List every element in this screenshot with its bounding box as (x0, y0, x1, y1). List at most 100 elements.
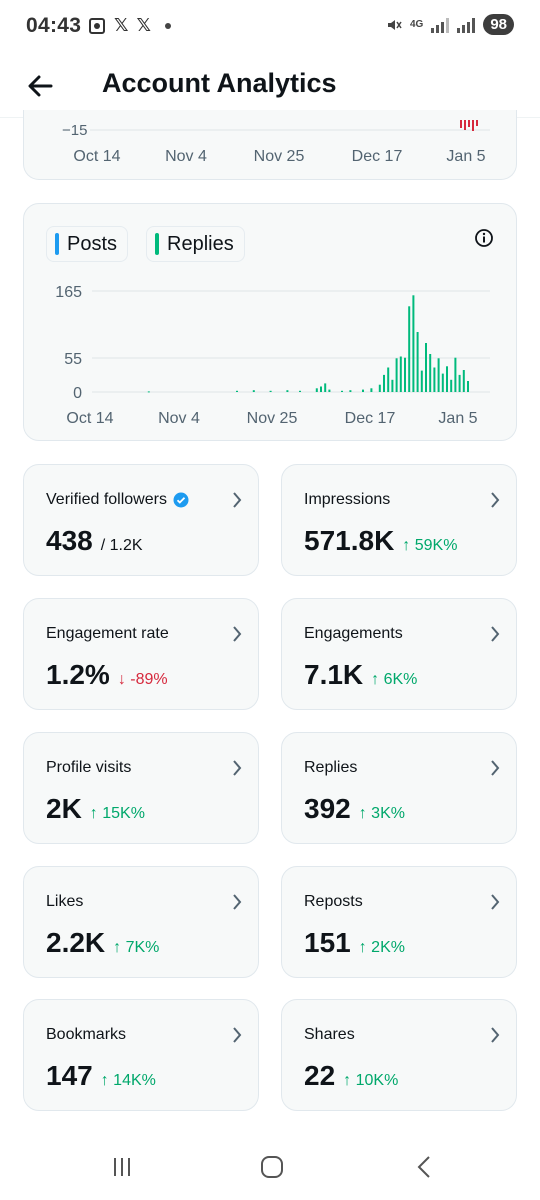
metric-value-row: 7.1K ↑ 6K% (304, 659, 417, 691)
metric-label-text: Verified followers (46, 491, 167, 508)
reply-bar (412, 295, 415, 392)
metric-tile-profile-visits[interactable]: Profile visits 2K ↑ 15K% (23, 732, 259, 844)
reply-bar (391, 379, 394, 392)
metric-value: 2.2K (46, 927, 106, 958)
metric-value: 1.2% (46, 659, 110, 690)
metric-label: Profile visits (46, 759, 131, 777)
metric-value-row: 151 ↑ 2K% (304, 927, 405, 959)
reply-bar (320, 386, 322, 392)
notification-icons: 𝕏 𝕏 (88, 15, 172, 36)
metric-label: Shares (304, 1026, 355, 1044)
metric-label: Bookmarks (46, 1026, 126, 1044)
metric-label: Engagements (304, 625, 403, 643)
metric-delta: ↑ 10K% (343, 1072, 399, 1089)
back-chevron-icon (417, 1156, 430, 1178)
legend-replies-toggle[interactable]: Replies (146, 226, 245, 262)
reply-bar (387, 367, 390, 392)
info-icon[interactable] (474, 228, 494, 248)
battery-badge: 98 (483, 14, 514, 35)
negative-bars (460, 120, 478, 131)
reply-bar (349, 390, 352, 392)
metric-total: / 1.2K (100, 537, 143, 554)
reply-bar (467, 381, 469, 392)
reply-bar (429, 354, 432, 392)
reply-bar (341, 390, 343, 392)
metric-label-text: Bookmarks (46, 1026, 127, 1043)
reply-bar (236, 390, 238, 392)
metric-tile-likes[interactable]: Likes 2.2K ↑ 7K% (23, 866, 259, 978)
metric-label-text: Replies (304, 759, 358, 776)
y-tick-label: 55 (64, 351, 82, 368)
signal-icon (431, 17, 450, 33)
metric-label-text: Engagement rate (46, 625, 169, 642)
chevron-right-icon (491, 760, 500, 776)
chart-bar (464, 120, 466, 130)
legend-swatch (55, 233, 59, 255)
reply-bar (286, 390, 289, 392)
metric-value-row: 1.2% ↓ -89% (46, 659, 168, 691)
reply-bar (425, 343, 427, 392)
status-bar: 04:43 𝕏 𝕏 4G 98 (0, 0, 540, 56)
engagement-chart-card: −15 Oct 14 Nov 4 Nov 25 Dec 17 Jan 5 (23, 110, 517, 180)
x-logo-icon: 𝕏 (114, 15, 129, 35)
reply-bar (441, 373, 444, 392)
back-arrow-icon (28, 75, 53, 97)
metric-value: 151 (304, 927, 351, 958)
recent-apps-button[interactable] (102, 1152, 142, 1182)
chart-bar (476, 120, 478, 126)
chevron-right-icon (491, 1027, 500, 1043)
chevron-right-icon (233, 492, 242, 508)
x-tick-label: Nov 25 (247, 410, 298, 427)
metric-tile-reposts[interactable]: Reposts 151 ↑ 2K% (281, 866, 517, 978)
chart-bar (460, 120, 462, 128)
network-type: 4G (409, 19, 424, 30)
reply-bars (147, 295, 469, 393)
chevron-right-icon (233, 626, 242, 642)
metric-tile-shares[interactable]: Shares 22 ↑ 10K% (281, 999, 517, 1111)
metric-tile-engagement-rate[interactable]: Engagement rate 1.2% ↓ -89% (23, 598, 259, 710)
metric-tile-bookmarks[interactable]: Bookmarks 147 ↑ 14K% (23, 999, 259, 1111)
metric-tile-replies[interactable]: Replies 392 ↑ 3K% (281, 732, 517, 844)
reply-bar (458, 374, 461, 392)
reply-bar (395, 358, 398, 392)
reply-bar (324, 383, 327, 392)
reply-bar (450, 379, 453, 392)
metric-value: 392 (304, 793, 351, 824)
chevron-right-icon (233, 894, 242, 910)
legend-posts-toggle[interactable]: Posts (46, 226, 129, 262)
metric-delta: ↓ -89% (117, 671, 168, 688)
metric-delta: ↑ 59K% (402, 537, 458, 554)
reply-bar (315, 388, 318, 392)
metric-tile-impressions[interactable]: Impressions 571.8K ↑ 59K% (281, 464, 517, 576)
metric-tile-verified-followers[interactable]: Verified followers 438 / 1.2K (23, 464, 259, 576)
chevron-right-icon (491, 894, 500, 910)
metric-value-row: 438 / 1.2K (46, 525, 143, 557)
legend-label: Posts (67, 232, 118, 255)
x-tick-label: Nov 25 (254, 148, 305, 165)
back-button[interactable] (22, 68, 58, 104)
metric-value-row: 147 ↑ 14K% (46, 1060, 156, 1092)
metric-label-text: Likes (46, 893, 84, 910)
signal-icon (457, 17, 476, 33)
metric-label: Replies (304, 759, 357, 777)
metric-label: Likes (46, 893, 83, 911)
x-tick-label: Oct 14 (66, 410, 113, 427)
recent-apps-icon (114, 1158, 130, 1176)
metric-tile-engagements[interactable]: Engagements 7.1K ↑ 6K% (281, 598, 517, 710)
reply-bar (454, 357, 457, 392)
metric-value: 22 (304, 1060, 336, 1091)
metric-label-text: Engagements (304, 625, 403, 642)
reply-bar (404, 357, 406, 392)
x-tick-label: Nov 4 (165, 148, 207, 165)
metric-label: Reposts (304, 893, 363, 911)
home-button[interactable] (252, 1152, 292, 1182)
metric-delta: ↑ 7K% (113, 939, 160, 956)
back-nav-button[interactable] (404, 1152, 444, 1182)
reply-bar (147, 391, 150, 393)
chevron-right-icon (233, 760, 242, 776)
metric-value-row: 392 ↑ 3K% (304, 793, 405, 825)
metric-value: 571.8K (304, 525, 395, 556)
reply-bar (408, 306, 411, 392)
reply-bar (446, 366, 448, 392)
x-logo-icon: 𝕏 (136, 15, 152, 35)
